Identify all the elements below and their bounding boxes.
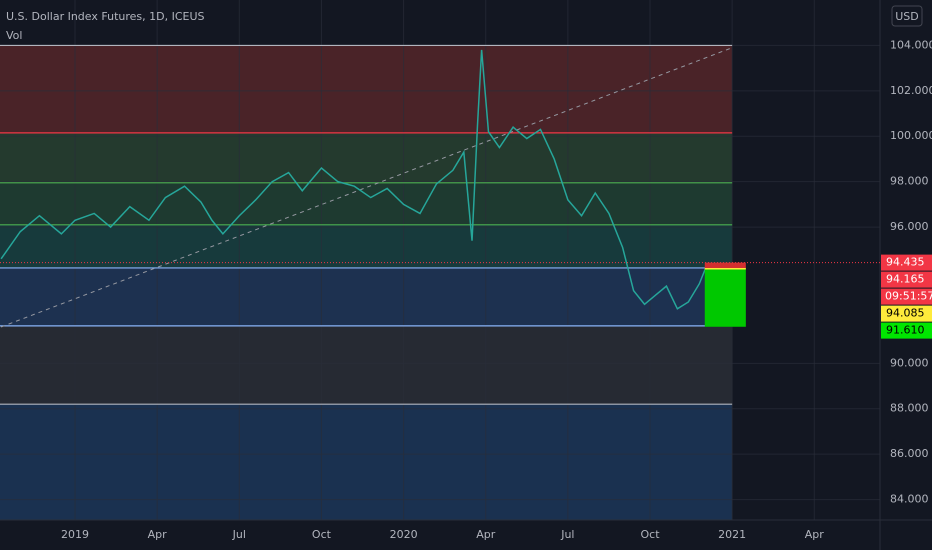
- zone: [0, 224, 733, 268]
- zone: [0, 325, 733, 405]
- x-tick-label: Oct: [312, 528, 332, 541]
- trend-line: [0, 47, 733, 328]
- x-tick-label: Apr: [476, 528, 496, 541]
- y-tick-label: 102.000: [890, 84, 932, 97]
- x-tick-label: Jul: [560, 528, 574, 541]
- subtitle: Vol: [6, 29, 22, 42]
- price-label-box: [881, 271, 932, 288]
- price-label: 94.085: [886, 307, 925, 320]
- price-label: 91.610: [886, 324, 925, 337]
- chart-title: U.S. Dollar Index Futures, 1D, ICEUS: [6, 10, 205, 23]
- countdown: 09:51:57: [885, 290, 932, 303]
- x-tick-label: Jul: [232, 528, 246, 541]
- x-tick-label: 2020: [390, 528, 418, 541]
- target-zone: [704, 268, 746, 327]
- price-label-box: [881, 305, 932, 322]
- price-label: 94.165: [886, 273, 925, 286]
- y-tick-label: 104.000: [890, 38, 932, 51]
- x-tick-label: Apr: [805, 528, 825, 541]
- x-tick-label: 2019: [61, 528, 89, 541]
- countdown-box: [881, 288, 932, 305]
- zone: [0, 132, 733, 183]
- y-tick-label: 98.000: [890, 175, 929, 188]
- zone: [0, 182, 733, 225]
- currency-box[interactable]: [891, 5, 923, 27]
- currency[interactable]: USD: [895, 10, 919, 23]
- y-tick-label: 96.000: [890, 220, 929, 233]
- zone: [0, 267, 733, 326]
- price-label: 94.435: [886, 256, 925, 269]
- plot: [0, 0, 880, 520]
- y-tick-label: 88.000: [890, 402, 929, 415]
- zone: [0, 45, 733, 133]
- y-tick-label: 84.000: [890, 493, 929, 506]
- x-tick-label: Oct: [640, 528, 660, 541]
- price-label-box: [881, 254, 932, 271]
- price-label-box: [881, 322, 932, 339]
- x-tick-label: Apr: [148, 528, 168, 541]
- stop-zone: [704, 262, 746, 269]
- y-tick-label: 86.000: [890, 447, 929, 460]
- zone: [0, 404, 733, 520]
- y-tick-label: 90.000: [890, 356, 929, 369]
- x-tick-label: 2021: [718, 528, 746, 541]
- y-tick-label: 100.000: [890, 129, 932, 142]
- price-line: [0, 49, 709, 310]
